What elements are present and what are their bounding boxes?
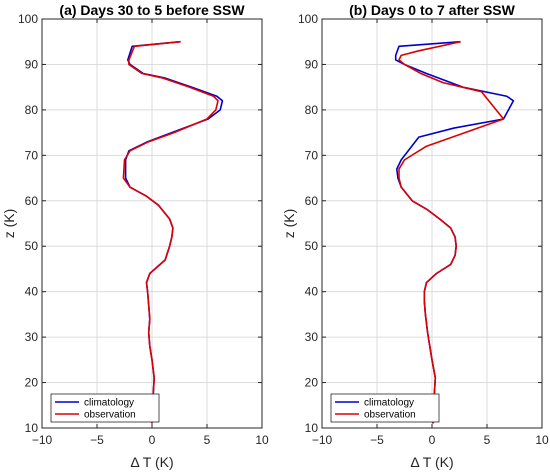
panel-b-legend-label-climatology: climatology: [364, 398, 414, 409]
panel-a-x-tick-label: 0: [149, 433, 156, 447]
panel-a-y-axis-label: z (K): [1, 209, 17, 239]
panel-a-x-tick-label: 5: [204, 433, 211, 447]
panel-b-x-tick-label: 10: [535, 433, 549, 447]
panel-b-y-tick-label: 100: [298, 12, 318, 26]
panel-b-series-observation: [398, 40, 505, 424]
panel-a-legend-box: [50, 393, 160, 423]
panel-b-y-tick-label: 60: [305, 194, 319, 208]
panel-b-y-tick-label: 80: [305, 103, 319, 117]
panel-a-y-tick-label: 80: [25, 103, 39, 117]
panel-a: −10 −5 0 5 10 10 20 30 40 50 60 70 80 90 100 (a) Days 3…: [1, 2, 269, 470]
panel-b-title: (b) Days 0 to 7 after SSW: [349, 2, 515, 18]
panel-b-legend-box: [330, 393, 440, 423]
panel-a-y-tick-label: 20: [25, 376, 39, 390]
panel-a-x-tick-label: −5: [90, 433, 104, 447]
panel-a-legend-label-climatology: climatology: [84, 398, 134, 409]
panel-b-y-tick-label: 90: [305, 57, 319, 71]
panel-b-x-tick-label: −10: [312, 433, 333, 447]
panel-a-y-tick-label: 30: [25, 330, 39, 344]
panel-a-y-tick-label: 60: [25, 194, 39, 208]
panel-b-y-tick-label: 70: [305, 148, 319, 162]
panel-b-y-tick-label: 50: [305, 239, 319, 253]
panel-b-y-tick-label: 40: [305, 285, 319, 299]
panel-a-y-tick-label: 70: [25, 148, 39, 162]
panel-b-y-tick-label: 20: [305, 376, 319, 390]
panel-b-x-tick-label: −5: [370, 433, 384, 447]
panel-a-x-tick-label: 10: [255, 433, 269, 447]
panel-b-legend-label-observation: observation: [364, 410, 416, 421]
panel-b-x-axis-label: Δ T (K): [410, 454, 453, 470]
panel-b-y-tick-label: 30: [305, 330, 319, 344]
panel-a-y-tick-label: 50: [25, 239, 39, 253]
panel-a-y-tick-label: 90: [25, 57, 39, 71]
panel-a-x-axis-label: Δ T (K): [130, 454, 173, 470]
panel-a-y-tick-label: 10: [25, 421, 39, 435]
panel-a-series-observation: [122, 40, 219, 424]
panel-b-y-tick-label: 10: [305, 421, 319, 435]
panel-a-x-tick-label: −10: [32, 433, 53, 447]
panel-b: −10 −5 0 5 10 10 20 30 40 50 60 70 80 90 100 (b) Days 0…: [281, 2, 549, 470]
panel-b-x-tick-label: 5: [484, 433, 491, 447]
panel-a-legend-label-observation: observation: [84, 410, 136, 421]
panel-a-title: (a) Days 30 to 5 before SSW: [59, 2, 245, 18]
panel-b-x-tick-label: 0: [429, 433, 436, 447]
panel-a-y-tick-label: 100: [18, 12, 38, 26]
panel-b-y-axis-label: z (K): [281, 209, 297, 239]
panel-a-y-tick-label: 40: [25, 285, 39, 299]
